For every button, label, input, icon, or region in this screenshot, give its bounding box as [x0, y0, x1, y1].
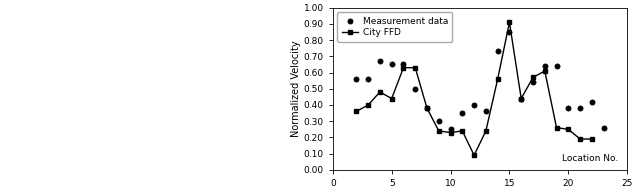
Measurement data: [422, 107, 432, 110]
Measurement data: [481, 110, 491, 113]
Measurement data: [398, 63, 408, 66]
City FFD: [353, 110, 360, 113]
City FFD: [458, 130, 466, 132]
City FFD: [470, 154, 478, 156]
City FFD: [494, 78, 502, 80]
City FFD: [517, 97, 525, 100]
Legend: Measurement data, City FFD: Measurement data, City FFD: [337, 12, 452, 42]
City FFD: [412, 67, 419, 69]
Measurement data: [375, 60, 385, 63]
City FFD: [388, 97, 396, 100]
City FFD: [376, 91, 384, 93]
Measurement data: [363, 78, 373, 81]
City FFD: [588, 138, 596, 140]
Measurement data: [410, 87, 420, 90]
Measurement data: [563, 107, 573, 110]
Measurement data: [540, 64, 550, 68]
City FFD: [553, 127, 561, 129]
City FFD: [435, 130, 443, 132]
Measurement data: [351, 78, 362, 81]
Measurement data: [434, 120, 444, 123]
Text: Location No.: Location No.: [562, 154, 618, 163]
Measurement data: [469, 103, 479, 107]
City FFD: [482, 130, 490, 132]
City FFD: [576, 138, 584, 140]
Measurement data: [575, 107, 585, 110]
Measurement data: [528, 81, 538, 84]
Measurement data: [457, 112, 467, 115]
Measurement data: [445, 128, 456, 131]
City FFD: [564, 128, 572, 130]
Line: City FFD: City FFD: [354, 20, 595, 158]
Measurement data: [552, 64, 562, 68]
Measurement data: [516, 97, 526, 100]
Measurement data: [504, 30, 515, 34]
Measurement data: [598, 126, 609, 129]
City FFD: [399, 67, 407, 69]
City FFD: [447, 131, 454, 134]
City FFD: [529, 76, 537, 79]
Measurement data: [387, 63, 397, 66]
City FFD: [423, 107, 431, 109]
Y-axis label: Normalized Velocity: Normalized Velocity: [291, 41, 301, 137]
City FFD: [541, 70, 548, 72]
Measurement data: [493, 50, 503, 53]
City FFD: [364, 104, 372, 106]
Measurement data: [587, 100, 597, 103]
City FFD: [506, 21, 513, 24]
